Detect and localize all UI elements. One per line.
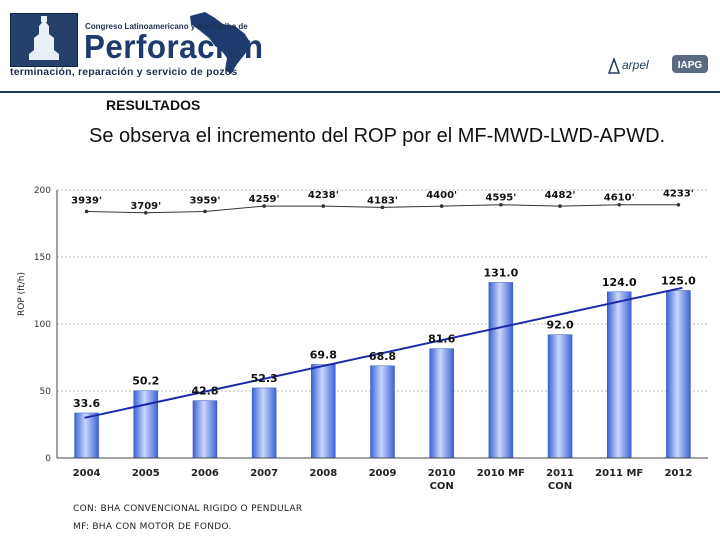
note-mf: MF: BHA CON MOTOR DE FONDO. bbox=[73, 522, 232, 532]
x-tick-label: 2010 bbox=[428, 468, 456, 479]
x-tick-label: 2006 bbox=[191, 468, 219, 479]
line-layer bbox=[84, 202, 683, 419]
depth-point bbox=[321, 204, 326, 208]
x-tick-label: 2011 MF bbox=[595, 468, 643, 479]
x-tick-label: 2008 bbox=[309, 468, 337, 479]
label-layer: 33.6 50.2 42.8 52.3 69.8 68.8 81.6 131.0 92.0 124… bbox=[71, 189, 696, 410]
depth-point bbox=[143, 210, 148, 215]
x-tick-label: CON bbox=[430, 481, 454, 492]
depth-point bbox=[499, 202, 503, 207]
depth-point bbox=[676, 202, 681, 207]
bar-value-label: 33.6 bbox=[73, 397, 100, 410]
depth-label: 3939' bbox=[71, 195, 102, 206]
depth-label: 4238' bbox=[308, 190, 339, 201]
body-text: Se observa el incremento del ROP por el … bbox=[89, 125, 666, 147]
depth-point bbox=[84, 209, 89, 214]
iapg-logo-text: IAPG bbox=[678, 60, 703, 71]
bar-2011-con bbox=[547, 334, 573, 459]
depth-point bbox=[439, 204, 444, 208]
x-tick-label: 2012 bbox=[664, 468, 692, 479]
latin-america-map-icon bbox=[190, 12, 251, 74]
arpel-logo-icon bbox=[608, 58, 620, 74]
x-tick-label: 2007 bbox=[250, 468, 278, 479]
brand-title: Perforación bbox=[84, 28, 264, 65]
bar-value-label: 125.0 bbox=[661, 275, 696, 288]
note-con: CON: BHA CONVENCIONAL RIGIDO O PENDULAR bbox=[73, 504, 303, 514]
bar-2006 bbox=[192, 400, 218, 459]
depth-point bbox=[558, 204, 562, 208]
depth-point bbox=[262, 204, 266, 208]
x-tick-label: CON bbox=[548, 481, 572, 492]
drilling-rig-icon bbox=[11, 14, 77, 66]
bar-2007 bbox=[251, 387, 277, 459]
bar-value-label: 131.0 bbox=[483, 266, 518, 279]
header-divider bbox=[0, 91, 720, 93]
logo-emblem bbox=[10, 13, 78, 67]
y-tick-label: 50 bbox=[40, 387, 52, 397]
header: Congreso Latinoamericano y del Caribe de… bbox=[0, 0, 720, 93]
bar-2004 bbox=[74, 412, 99, 459]
depth-label: 4400' bbox=[426, 190, 457, 201]
depth-label: 4482' bbox=[545, 190, 576, 201]
depth-label: 3709' bbox=[130, 201, 161, 212]
iapg-logo: IAPG bbox=[672, 55, 708, 73]
x-tick-label: 2011 bbox=[546, 468, 574, 479]
bar-2008 bbox=[311, 364, 336, 459]
depth-label: 3959' bbox=[190, 195, 221, 206]
x-tick-label: 2004 bbox=[73, 468, 101, 479]
bar-value-label: 50.2 bbox=[132, 375, 159, 388]
congress-title: Congreso Latinoamericano y del Caribe de bbox=[85, 22, 248, 31]
depth-point bbox=[617, 202, 622, 207]
bar-2011-mf bbox=[606, 291, 632, 459]
depth-label: 4595' bbox=[485, 193, 516, 204]
trend-line bbox=[84, 286, 683, 419]
bar-layer bbox=[74, 282, 691, 459]
bar-value-label: 69.8 bbox=[310, 348, 337, 361]
y-tick-label: 0 bbox=[45, 454, 51, 464]
rop-chart: 33.6 50.2 42.8 52.3 69.8 68.8 81.6 131.0 92.0 124… bbox=[17, 186, 708, 492]
bar-2012 bbox=[666, 290, 691, 459]
bar-2009 bbox=[370, 365, 395, 459]
bar-2005 bbox=[133, 390, 159, 459]
y-tick-label: 100 bbox=[34, 320, 51, 330]
bar-value-label: 124.0 bbox=[602, 276, 637, 289]
bar-value-label: 68.8 bbox=[369, 350, 396, 363]
arpel-logo: arpel bbox=[622, 58, 649, 72]
axis-layer: 0 50 100 150 200 ROP (ft/h) 2004 2005 2006 2007 20… bbox=[17, 186, 708, 492]
bar-value-label: 92.0 bbox=[546, 319, 573, 332]
y-axis-label: ROP (ft/h) bbox=[17, 272, 27, 316]
section-title: RESULTADOS bbox=[106, 97, 201, 113]
x-tick-label: 2009 bbox=[369, 468, 397, 479]
brand-subtitle: terminación, reparación y servicio de po… bbox=[10, 66, 238, 78]
x-tick-label: 2005 bbox=[132, 468, 160, 479]
depth-label: 4233' bbox=[663, 189, 694, 200]
bar-value-label: 42.8 bbox=[191, 385, 218, 398]
y-tick-label: 200 bbox=[34, 186, 51, 196]
depth-point bbox=[203, 209, 207, 214]
bar-2010-mf bbox=[488, 282, 514, 459]
depth-label: 4259' bbox=[249, 194, 280, 205]
depth-label: 4610' bbox=[604, 193, 635, 204]
depth-label: 4183' bbox=[367, 195, 398, 206]
bar-2010-con bbox=[429, 348, 454, 459]
x-tick-label: 2010 MF bbox=[477, 468, 525, 479]
depth-point bbox=[380, 205, 385, 210]
bar-value-label: 81.6 bbox=[428, 333, 455, 346]
y-tick-label: 150 bbox=[34, 253, 51, 263]
bar-value-label: 52.3 bbox=[251, 372, 278, 385]
